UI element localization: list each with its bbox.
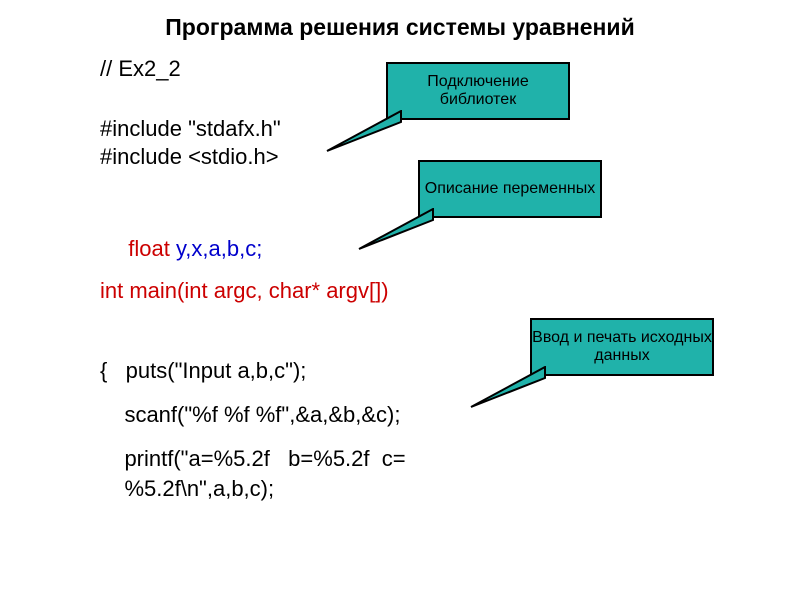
- code-var-names: y,x,a,b,c;: [176, 236, 262, 261]
- code-var-decl: float y,x,a,b,c;: [116, 210, 262, 262]
- callout-variables-tail: [358, 208, 434, 250]
- code-puts: { puts("Input a,b,c");: [100, 358, 306, 384]
- callout-io: Ввод и печать исходных данных: [530, 318, 714, 376]
- page-title: Программа решения системы уравнений: [0, 14, 800, 41]
- code-type-keyword: float: [128, 236, 176, 261]
- code-comment: // Ex2_2: [100, 56, 181, 82]
- code-scanf: scanf("%f %f %f",&a,&b,&c);: [100, 402, 401, 428]
- callout-io-tail: [470, 366, 546, 408]
- code-main-signature: int main(int argc, char* argv[]): [100, 278, 389, 304]
- callout-variables: Описание переменных: [418, 160, 602, 218]
- callout-libraries: Подключение библиотек: [386, 62, 570, 120]
- callout-io-text: Ввод и печать исходных данных: [532, 329, 712, 366]
- code-include-1: #include "stdafx.h": [100, 116, 281, 142]
- callout-libraries-text: Подключение библиотек: [388, 73, 568, 110]
- callout-variables-text: Описание переменных: [425, 180, 596, 198]
- code-include-2: #include <stdio.h>: [100, 144, 279, 170]
- code-printf-b: %5.2f\n",a,b,c);: [100, 476, 274, 502]
- code-printf-a: printf("a=%5.2f b=%5.2f c=: [100, 446, 406, 472]
- callout-libraries-tail: [326, 110, 402, 152]
